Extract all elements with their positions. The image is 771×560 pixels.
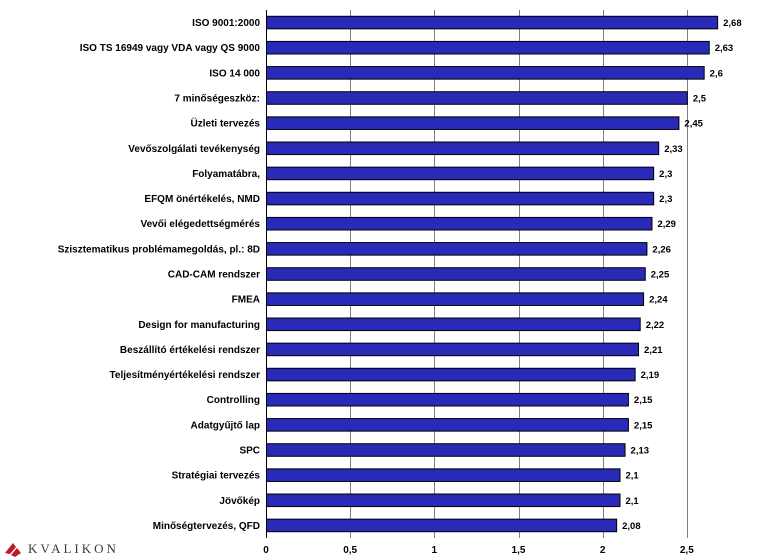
bar <box>266 342 640 357</box>
data-label: 2,3 <box>659 194 672 205</box>
x-tick-label: 0 <box>263 545 269 556</box>
category-label: Teljesítményértékelési rendszer <box>110 370 261 381</box>
bar <box>266 15 719 30</box>
data-label: 2,45 <box>684 119 703 130</box>
category-label: Minőségtervezés, QFD <box>153 521 260 532</box>
x-tick-label: 2,5 <box>680 545 694 556</box>
data-label: 2,1 <box>626 496 640 507</box>
category-label: Folyamatábra, <box>192 169 260 180</box>
data-label: 2,5 <box>693 94 707 105</box>
bar <box>266 66 705 80</box>
category-label: Szisztematikus problémamegoldás, pl.: 8D <box>58 244 260 255</box>
category-label: Controlling <box>207 395 260 406</box>
category-label: FMEA <box>232 295 260 306</box>
data-label: 2,15 <box>634 395 653 406</box>
data-label: 2,1 <box>626 471 640 482</box>
data-label: 2,6 <box>710 68 723 79</box>
bar <box>266 443 626 457</box>
category-label: ISO TS 16949 vagy VDA vagy QS 9000 <box>80 43 261 54</box>
logo-mark-icon <box>5 543 21 557</box>
category-label: EFQM önértékelés, NMD <box>144 194 260 205</box>
x-tick-label: 1 <box>432 545 438 556</box>
data-label: 2,33 <box>664 144 683 155</box>
bar <box>266 116 680 130</box>
bar <box>266 367 636 382</box>
category-label: 7 minőségeszköz: <box>174 94 260 105</box>
bar <box>266 292 645 306</box>
data-label: 2,15 <box>634 420 653 431</box>
category-label: Design for manufacturing <box>138 320 260 331</box>
category-label: Vevői elégedettségmérés <box>140 219 260 230</box>
data-label: 2,25 <box>651 270 670 281</box>
data-label: 2,63 <box>715 43 734 54</box>
bar <box>266 418 629 432</box>
data-label: 2,26 <box>652 244 671 255</box>
bar <box>266 91 688 105</box>
bar <box>266 392 629 407</box>
category-label: ISO 9001:2000 <box>192 18 260 29</box>
data-label: 2,22 <box>646 320 665 331</box>
bar <box>266 166 655 181</box>
data-label: 2,68 <box>723 18 742 29</box>
bar <box>266 518 618 533</box>
bar <box>266 40 710 55</box>
kvalikon-logo: KVALIKON <box>4 540 119 558</box>
data-label: 2,29 <box>657 219 676 230</box>
x-tick-label: 0,5 <box>343 545 357 556</box>
data-label: 2,3 <box>659 169 672 180</box>
data-label: 2,08 <box>622 521 641 532</box>
bar <box>266 242 648 256</box>
data-label: 2,19 <box>641 370 660 381</box>
category-label: Üzleti tervezés <box>191 117 261 130</box>
category-label: Stratégiai tervezés <box>172 471 261 482</box>
x-tick-label: 1,5 <box>512 545 526 556</box>
category-label: Jövőkép <box>219 496 260 507</box>
bar <box>266 141 660 156</box>
data-label: 2,21 <box>644 345 663 356</box>
bar <box>266 267 646 281</box>
category-label: Beszállító értékelési rendszer <box>120 345 260 356</box>
bar <box>266 216 653 231</box>
category-label: SPC <box>239 446 260 457</box>
bar <box>266 317 641 332</box>
data-label: 2,24 <box>649 295 668 306</box>
data-label: 2,13 <box>631 446 650 457</box>
category-label: Vevőszolgálati tevékenység <box>128 144 260 155</box>
x-tick-label: 2 <box>600 545 606 556</box>
category-label: ISO 14 000 <box>209 68 260 79</box>
bar <box>266 468 621 482</box>
logo-text: KVALIKON <box>28 541 119 556</box>
bar <box>266 493 621 508</box>
bar <box>266 191 655 206</box>
category-label: CAD-CAM rendszer <box>168 270 260 281</box>
category-label: Adatgyűjtő lap <box>191 420 260 431</box>
